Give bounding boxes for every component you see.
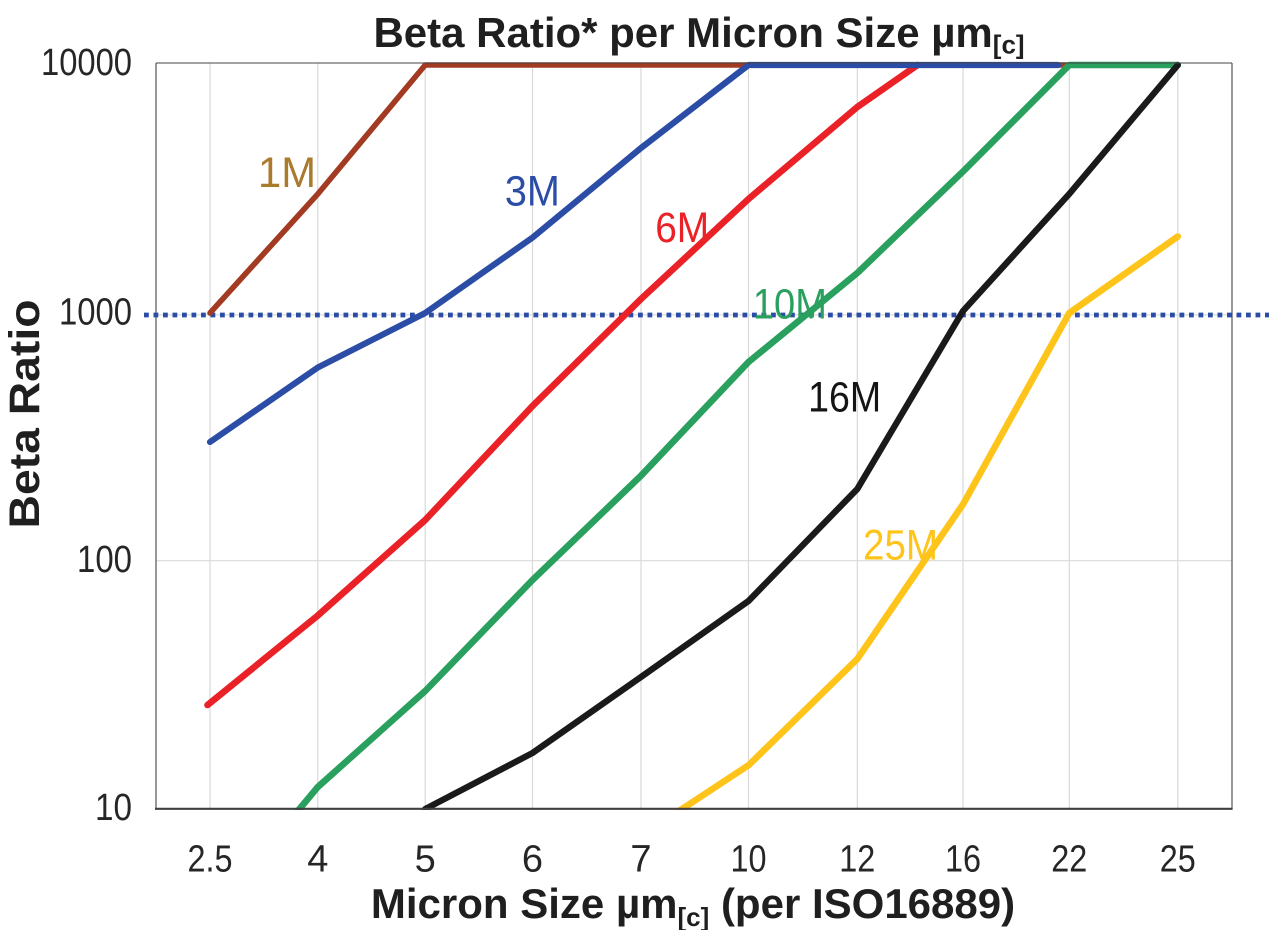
svg-text:10: 10 <box>731 839 767 881</box>
svg-text:1000: 1000 <box>59 292 132 334</box>
svg-text:16M: 16M <box>808 374 881 421</box>
svg-text:10000: 10000 <box>41 42 132 84</box>
svg-text:12: 12 <box>839 839 875 881</box>
svg-text:22: 22 <box>1051 839 1087 881</box>
svg-text:Beta Ratio* per Micron Size µm: Beta Ratio* per Micron Size µm[c] <box>373 9 1024 60</box>
svg-text:2.5: 2.5 <box>188 839 233 881</box>
svg-text:25: 25 <box>1160 839 1196 881</box>
svg-text:6: 6 <box>522 839 543 881</box>
svg-text:4: 4 <box>307 839 328 881</box>
svg-text:25M: 25M <box>863 523 938 570</box>
svg-text:6M: 6M <box>655 205 709 252</box>
svg-text:100: 100 <box>77 539 132 581</box>
svg-text:3M: 3M <box>505 169 560 216</box>
svg-text:16: 16 <box>945 839 981 881</box>
svg-text:Beta Ratio: Beta Ratio <box>1 300 49 529</box>
svg-text:5: 5 <box>415 839 436 881</box>
svg-text:1M: 1M <box>258 150 316 197</box>
svg-text:10M: 10M <box>753 282 827 329</box>
svg-text:Micron Size µm[c] (per ISO1688: Micron Size µm[c] (per ISO16889) <box>371 880 1015 930</box>
svg-text:7: 7 <box>630 839 651 881</box>
svg-text:10: 10 <box>95 787 132 829</box>
